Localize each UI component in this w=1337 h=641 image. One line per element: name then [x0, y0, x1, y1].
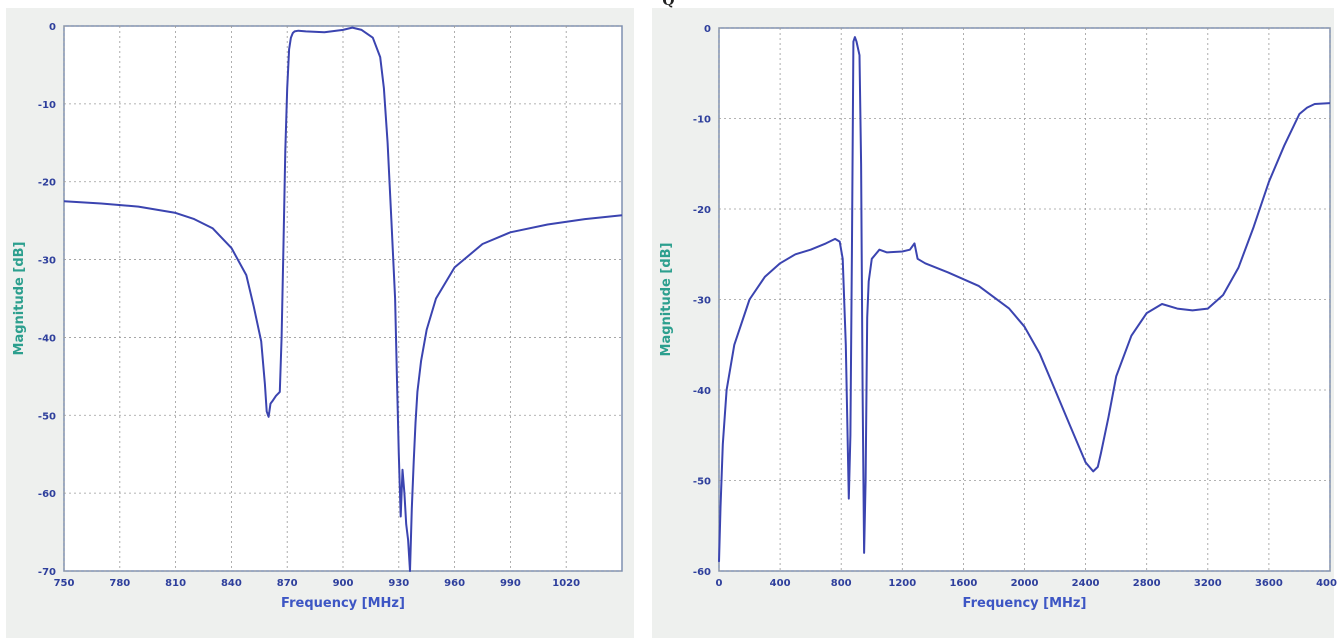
x-tick-label: 2800: [1133, 578, 1161, 589]
y-tick-label: -30: [693, 296, 711, 307]
chart-left-svg: 750 780 810 840 870 900 930 960 990 1020 0 -10 -20 -3…: [12, 22, 623, 611]
x-axis-label: Frequency [MHz]: [963, 596, 1087, 611]
x-tick-label: 930: [388, 578, 409, 589]
y-tick-label: -60: [38, 489, 56, 500]
y-tick-label: -10: [38, 100, 56, 111]
y-tick-label: -70: [38, 567, 56, 578]
y-tick-label: -40: [38, 333, 56, 344]
x-tick-label: 2000: [1011, 578, 1039, 589]
series-line-0: [63, 26, 623, 572]
x-tick-label: 800: [831, 578, 852, 589]
x-tick-label: 2400: [1072, 578, 1100, 589]
y-tick-label: -60: [693, 567, 711, 578]
x-tick-label: 960: [444, 578, 465, 589]
y-tick-label: 0: [704, 24, 711, 35]
y-tick-label: -30: [38, 256, 56, 267]
grid-lines: [718, 27, 1331, 572]
clipped-header-text: Q: [662, 0, 675, 9]
x-tick-label: 840: [221, 578, 242, 589]
y-tick-label: -50: [693, 477, 711, 488]
y-tick-label: -20: [38, 178, 56, 189]
y-axis-label: Magnitude [dB]: [12, 242, 27, 356]
y-tick-label: -20: [693, 205, 711, 216]
y-tick-label: 0: [49, 22, 56, 33]
x-tick-label: 780: [109, 578, 130, 589]
x-tick-label: 870: [277, 578, 298, 589]
x-axis-label: Frequency [MHz]: [281, 596, 405, 611]
y-tick-label: -50: [38, 411, 56, 422]
y-axis-label: Magnitude [dB]: [659, 243, 674, 357]
series-line-0: [718, 36, 1331, 562]
x-tick-label: 3600: [1255, 578, 1283, 589]
x-tick-label: 810: [165, 578, 186, 589]
x-tick-label: 400: [770, 578, 791, 589]
x-tick-label: 750: [54, 578, 75, 589]
y-tick-label: -10: [693, 115, 711, 126]
x-tick-label: 1200: [888, 578, 916, 589]
y-tick-label: -40: [693, 386, 711, 397]
chart-panel-left: 750 780 810 840 870 900 930 960 990 1020 0 -10 -20 -3…: [6, 8, 634, 638]
x-tick-label: 1020: [552, 578, 580, 589]
x-tick-label: 0: [716, 578, 723, 589]
x-tick-label: 990: [500, 578, 521, 589]
x-tick-label: 1600: [949, 578, 977, 589]
x-tick-label: 3200: [1194, 578, 1222, 589]
x-tick-label: 900: [333, 578, 354, 589]
